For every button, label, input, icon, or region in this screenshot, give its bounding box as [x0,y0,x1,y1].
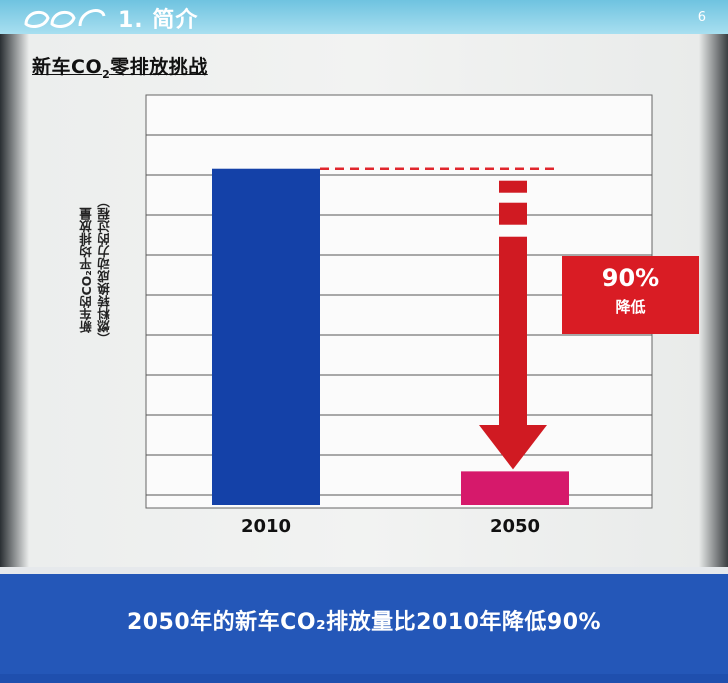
heading-prefix: 新车CO [32,56,103,78]
bar-2010 [212,168,320,506]
page-number: 6 [697,10,706,25]
callout-label: 降低 [615,298,646,316]
callout-value: 90% [601,264,660,292]
arrow-dash-segment [499,180,527,193]
section-title: 1. 简介 [118,8,199,33]
header-band: 1. 简介 6 [0,0,728,34]
x-tick-labels: 2010 2050 [241,516,540,537]
heading-suffix: 零排放挑战 [110,56,208,78]
arrow-shaft [499,236,527,425]
slide-heading: 新车CO2零排放挑战 [32,52,208,81]
arrow-dash-segment [499,202,527,225]
heading-subscript: 2 [102,67,111,81]
x-tick-label-2050: 2050 [490,516,540,537]
bars [212,168,569,506]
reduction-callout: 90% 降低 [562,256,699,334]
x-tick-label-2010: 2010 [241,516,291,537]
brand-logo-icon [24,9,106,28]
bar-2050 [461,471,569,505]
reduction-arrow [479,180,547,470]
summary-banner [0,574,728,674]
arrow-head [479,425,547,470]
summary-banner-text: 2050年的新车CO₂排放量比2010年降低90% [126,610,602,635]
